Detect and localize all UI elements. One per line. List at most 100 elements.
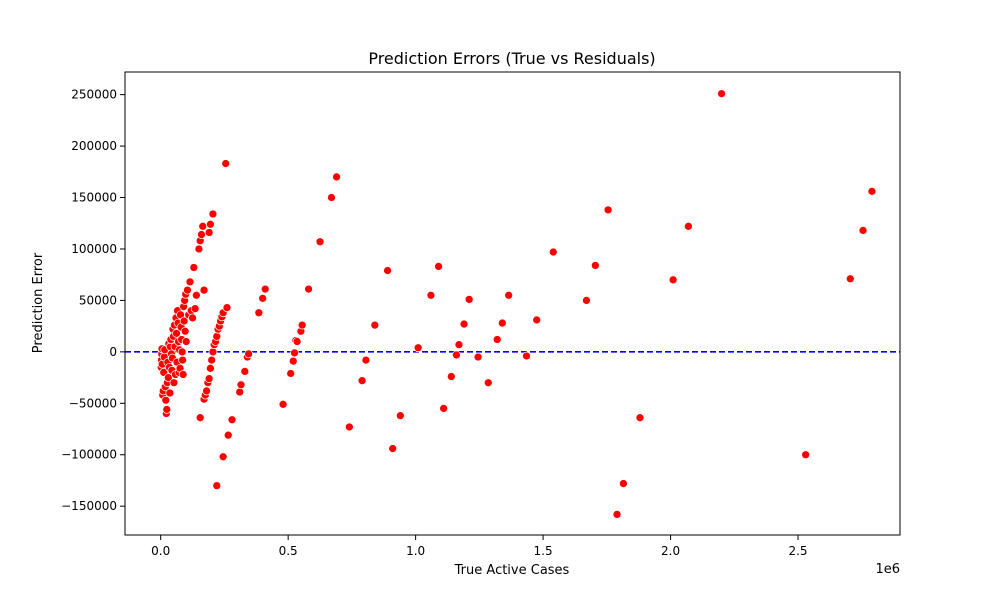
data-point	[426, 290, 436, 300]
data-point	[189, 263, 199, 272]
data-point	[206, 219, 215, 229]
data-point	[163, 373, 173, 382]
x-tick-label: 0.5	[279, 544, 298, 558]
data-point	[194, 244, 204, 254]
data-point	[483, 378, 493, 388]
y-tick-label: 150000	[71, 191, 117, 205]
x-tick-label: 2.5	[788, 544, 807, 558]
x-tick-label: 0.0	[151, 544, 170, 558]
x-axis: 0.0 0.5 1.0 1.5 2.0 2.5	[151, 535, 808, 558]
x-axis-label: True Active Cases	[454, 563, 570, 578]
data-point	[208, 347, 218, 357]
data-point	[497, 318, 507, 328]
x-axis-offset-label: 1e6	[875, 562, 900, 577]
data-point	[434, 262, 443, 271]
data-point	[413, 343, 423, 353]
data-point	[395, 411, 405, 420]
data-point	[619, 479, 628, 488]
data-point	[169, 378, 179, 388]
data-point	[603, 205, 613, 215]
data-point	[188, 313, 197, 323]
data-point	[195, 413, 205, 423]
data-point	[198, 221, 208, 231]
data-point	[161, 395, 171, 405]
data-point	[522, 351, 531, 361]
y-tick-label: 0	[109, 345, 117, 359]
data-point	[207, 355, 217, 365]
data-point	[612, 510, 622, 519]
data-point	[344, 422, 354, 432]
data-point	[178, 370, 188, 379]
data-point	[668, 275, 678, 285]
data-point	[197, 230, 206, 239]
data-point	[357, 376, 367, 386]
data-point	[221, 159, 231, 168]
data-point	[254, 308, 264, 318]
data-point	[227, 415, 237, 425]
data-point	[532, 315, 542, 325]
data-point	[208, 209, 218, 219]
data-point	[178, 355, 187, 365]
data-point	[177, 347, 187, 357]
data-point	[717, 89, 726, 98]
data-point	[304, 284, 313, 294]
data-point	[292, 337, 302, 346]
data-point	[332, 172, 341, 182]
data-point	[858, 226, 868, 235]
data-point	[218, 452, 228, 462]
y-tick-label: 50000	[79, 293, 117, 307]
data-point	[244, 349, 253, 359]
data-point	[361, 355, 371, 365]
data-point	[180, 326, 190, 336]
y-tick-label: −100000	[61, 448, 117, 462]
data-point	[222, 303, 232, 312]
data-point	[223, 430, 233, 440]
data-point	[635, 413, 645, 423]
data-point	[206, 363, 215, 373]
y-tick-label: 250000	[71, 88, 117, 102]
data-point	[202, 386, 211, 396]
data-point	[582, 296, 591, 305]
data-point	[315, 237, 325, 247]
data-point	[454, 340, 464, 350]
data-point	[504, 290, 514, 300]
data-point	[383, 266, 392, 275]
data-point	[867, 187, 877, 196]
data-point	[370, 320, 380, 330]
data-point	[290, 348, 299, 358]
data-point	[185, 277, 195, 287]
data-point	[286, 369, 296, 378]
data-point	[235, 387, 245, 397]
data-point	[236, 380, 246, 390]
data-point	[439, 404, 449, 413]
data-point	[446, 372, 456, 381]
data-point	[801, 450, 811, 460]
data-point	[204, 228, 214, 237]
data-point	[327, 193, 336, 202]
plot-area	[124, 71, 901, 536]
data-point	[240, 367, 250, 376]
data-point	[288, 356, 298, 366]
data-point	[845, 274, 855, 284]
data-point	[492, 335, 502, 344]
data-point	[192, 290, 201, 300]
data-point	[190, 304, 200, 313]
data-point	[684, 221, 693, 231]
x-tick-label: 1.5	[534, 544, 553, 558]
points-layer	[156, 89, 877, 519]
x-tick-label: 1.0	[406, 544, 425, 558]
data-point	[473, 352, 483, 362]
y-tick-label: −50000	[69, 396, 117, 410]
y-axis: −150000 −100000 −50000 0 50000 100000 150000 20…	[61, 88, 125, 513]
data-point	[260, 284, 270, 294]
data-point	[258, 294, 268, 303]
data-point	[172, 328, 181, 338]
y-axis-label: Prediction Error	[31, 252, 46, 353]
data-point	[179, 316, 189, 326]
y-tick-label: 100000	[71, 242, 117, 256]
data-point	[199, 285, 209, 295]
data-point	[212, 332, 222, 341]
data-point	[591, 261, 600, 270]
